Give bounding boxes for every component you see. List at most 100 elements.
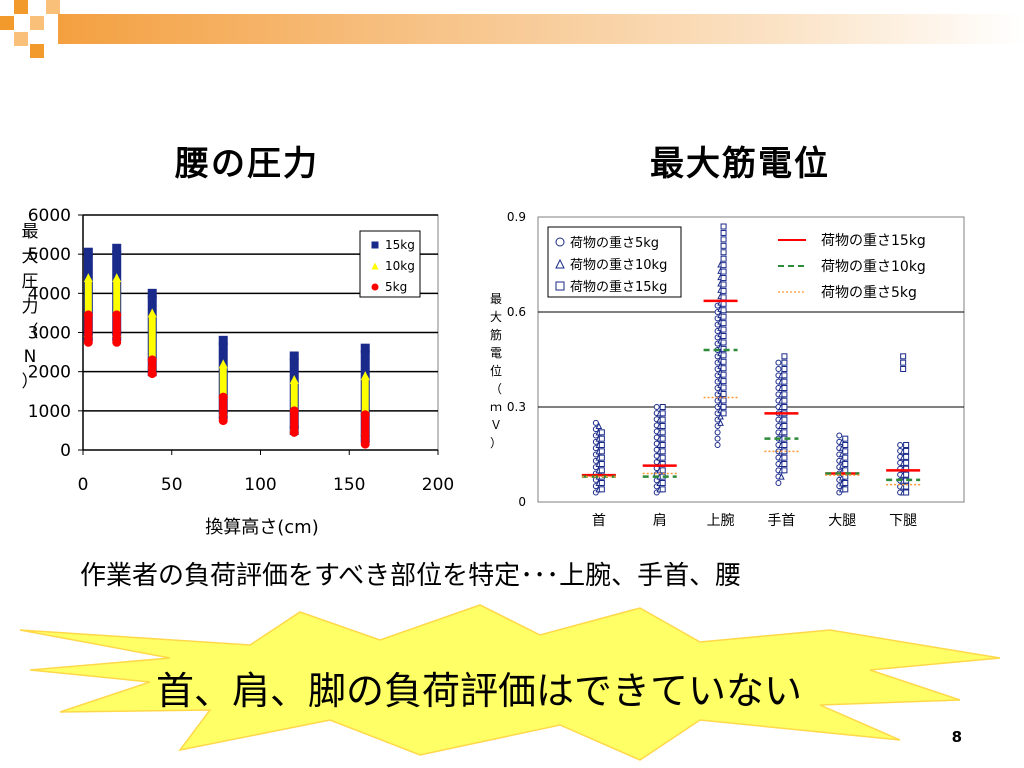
data-point xyxy=(659,416,666,423)
data-range-bar xyxy=(290,410,299,433)
y-tick-label: 0 xyxy=(60,441,71,461)
data-point xyxy=(720,352,727,359)
y-axis-label-char: 最 xyxy=(490,292,502,306)
data-point xyxy=(720,391,727,398)
data-point xyxy=(720,281,727,288)
y-tick-label: 2000 xyxy=(28,363,71,383)
data-point xyxy=(903,447,910,454)
data-point xyxy=(842,486,849,493)
legend-marker xyxy=(371,262,379,270)
data-point xyxy=(720,358,727,365)
x-tick-label: 50 xyxy=(161,475,183,495)
y-axis-label-char: 位 xyxy=(490,363,502,378)
data-point xyxy=(83,337,93,347)
data-point xyxy=(775,480,782,486)
data-point xyxy=(360,410,370,420)
data-point xyxy=(781,397,788,404)
data-point xyxy=(842,442,849,448)
data-point xyxy=(83,273,93,283)
data-point xyxy=(218,392,228,402)
data-point xyxy=(842,454,849,461)
data-point xyxy=(781,359,788,366)
data-point xyxy=(897,442,904,448)
data-point xyxy=(289,375,299,384)
y-tick-label: 6000 xyxy=(28,206,71,226)
data-point xyxy=(720,313,727,320)
data-point xyxy=(659,448,666,455)
data-point xyxy=(218,335,228,345)
legend-label: 荷物の重さ10kg xyxy=(821,259,926,275)
legend-marker xyxy=(371,241,379,249)
data-point xyxy=(781,353,788,360)
data-point xyxy=(360,439,370,449)
x-tick-label: 150 xyxy=(333,475,365,495)
data-point xyxy=(842,435,849,442)
legend-label: 荷物の重さ10kg xyxy=(570,257,667,273)
data-point xyxy=(659,454,666,461)
data-point xyxy=(720,242,727,249)
data-point xyxy=(659,480,666,486)
conclusion-text: 首、肩、脚の負荷評価はできていない xyxy=(156,669,803,713)
data-point xyxy=(781,416,788,423)
legend-box xyxy=(359,230,421,298)
data-point xyxy=(659,467,666,474)
legend-label: 荷物の重さ15kg xyxy=(570,279,667,295)
waist-pressure-chart: 最大圧力（ N） 0 1000 2000 3000 4000 5000 6000 0 50 100 1… xyxy=(22,206,455,538)
data-point xyxy=(147,355,157,365)
data-point xyxy=(659,442,666,448)
data-point xyxy=(112,310,122,320)
data-point xyxy=(147,369,157,379)
left-chart-heading: 腰の圧力 xyxy=(175,144,319,184)
data-point xyxy=(842,480,849,486)
data-point xyxy=(720,268,727,275)
data-point xyxy=(595,422,603,429)
data-range-bar xyxy=(112,314,121,343)
legend-label: 15kg xyxy=(385,238,415,252)
y-axis-label-char: 大 xyxy=(490,310,502,324)
data-point xyxy=(659,410,666,417)
legend-marker xyxy=(555,237,565,247)
data-point xyxy=(598,480,605,486)
data-point xyxy=(592,419,599,426)
data-point xyxy=(659,429,666,436)
decoration-top-left xyxy=(0,0,80,70)
data-point xyxy=(659,423,666,429)
data-point xyxy=(83,310,93,320)
data-point xyxy=(842,448,849,455)
x-tick-label: 200 xyxy=(422,475,454,495)
data-point xyxy=(289,406,299,416)
x-tick-label: 0 xyxy=(78,475,89,495)
legend-label: 5kg xyxy=(385,280,407,294)
legend-label: 荷物の重さ5kg xyxy=(821,285,917,301)
data-point xyxy=(903,489,910,496)
x-tick-label: 100 xyxy=(244,475,276,495)
y-axis-label-char: （ xyxy=(490,382,502,396)
data-point xyxy=(842,467,849,474)
x-category-label: 肩 xyxy=(653,513,667,529)
data-point xyxy=(720,287,727,294)
data-point xyxy=(778,473,785,480)
data-point xyxy=(720,378,727,385)
title-bar xyxy=(58,14,1024,44)
data-point xyxy=(720,339,727,346)
legend-label: 荷物の重さ15kg xyxy=(821,233,926,249)
data-point xyxy=(147,308,157,318)
data-point xyxy=(147,288,157,298)
data-point xyxy=(360,371,370,381)
data-point xyxy=(659,404,666,410)
legend-marker xyxy=(371,283,379,291)
data-point xyxy=(598,429,605,436)
data-point xyxy=(720,262,727,269)
data-point xyxy=(781,391,788,398)
data-point xyxy=(714,435,721,442)
data-range-bar xyxy=(84,314,93,343)
data-point xyxy=(720,229,727,236)
right-chart-heading: 最大筋電位 xyxy=(650,144,830,184)
data-point xyxy=(781,372,788,379)
data-range-bar xyxy=(361,414,370,445)
legend-marker xyxy=(555,258,565,269)
data-point xyxy=(903,483,910,490)
data-point xyxy=(903,471,910,478)
data-point xyxy=(714,442,721,448)
x-category-label: 下腿 xyxy=(889,513,917,529)
